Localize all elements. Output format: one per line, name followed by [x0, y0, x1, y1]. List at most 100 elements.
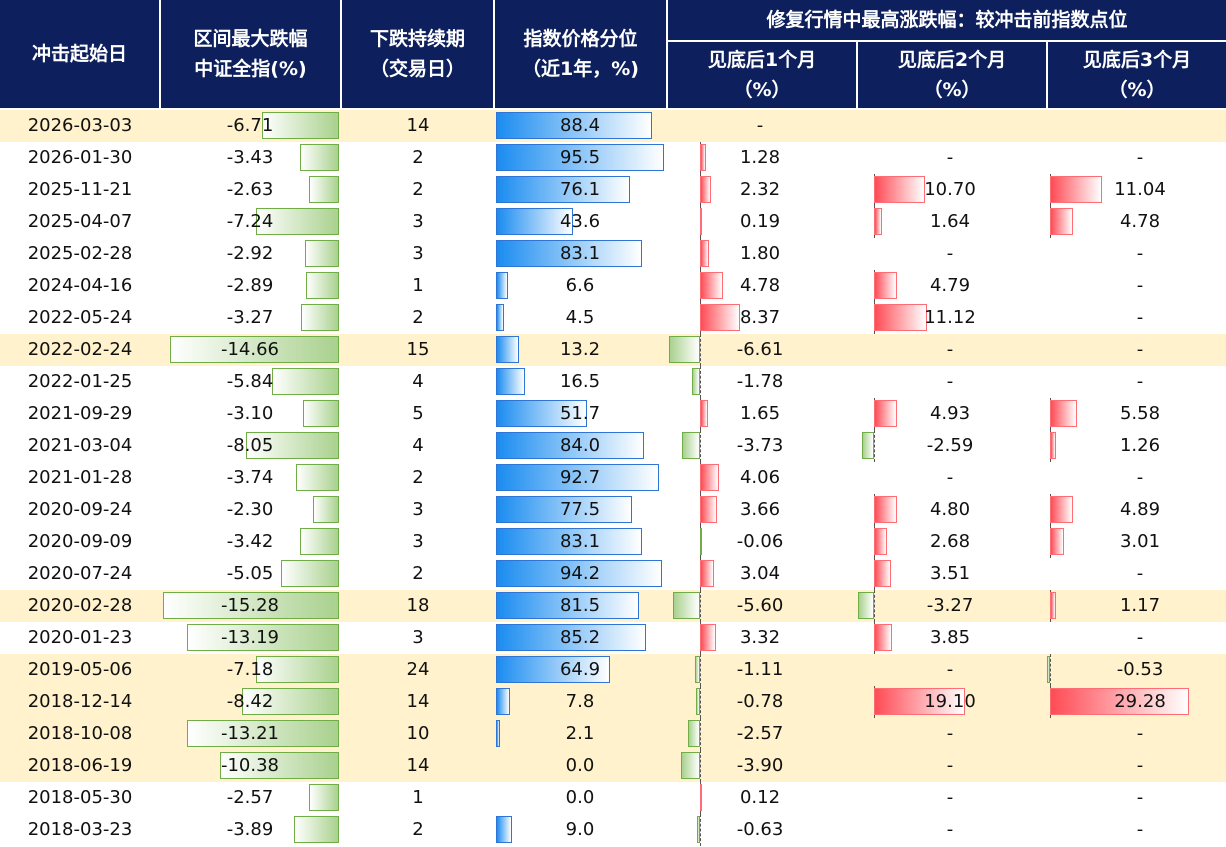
m3-value: -	[1136, 147, 1144, 168]
m1-bar	[700, 176, 712, 203]
table-row: 2024-04-16 -2.89 1 6.6 4.78 4.79 -	[0, 270, 1226, 302]
percentile-bar	[496, 592, 640, 619]
drawdown-value: -13.21	[220, 723, 280, 744]
percentile-bar	[496, 816, 512, 843]
date-value: 2025-02-28	[27, 243, 133, 264]
duration-cell: 3	[341, 238, 494, 270]
table-row: 2018-03-23 -3.89 2 9.0 -0.63 - -	[0, 814, 1226, 846]
date-cell: 2025-04-07	[0, 206, 160, 238]
table-row: 2025-11-21 -2.63 2 76.1 2.32 10.70 11.04	[0, 174, 1226, 206]
pct-value: 81.5	[559, 595, 601, 616]
percentile-bar	[496, 528, 643, 555]
m3-cell: -	[1047, 814, 1226, 846]
m3-cell	[1047, 110, 1226, 142]
header-m1: 见底后1个月 （%）	[668, 42, 856, 108]
m1-cell: 3.66	[667, 494, 857, 526]
m3-cell: -	[1047, 718, 1226, 750]
drawdown-cell: -10.38	[160, 750, 341, 782]
drawdown-cell: -3.42	[160, 526, 341, 558]
percentile-cell: 83.1	[494, 238, 667, 270]
m1-value: -5.60	[736, 595, 784, 616]
percentile-bar	[496, 400, 587, 427]
date-cell: 2025-11-21	[0, 174, 160, 206]
m3-value: 5.58	[1119, 403, 1161, 424]
m1-bar	[694, 656, 700, 683]
percentile-cell: 4.5	[494, 302, 667, 334]
drawdown-cell: -13.19	[160, 622, 341, 654]
m1-cell: -5.60	[667, 590, 857, 622]
m3-bar	[1050, 688, 1190, 715]
m1-cell: -0.63	[667, 814, 857, 846]
drawdown-bar	[308, 176, 339, 203]
date-cell: 2020-09-09	[0, 526, 160, 558]
date-value: 2026-03-03	[27, 115, 133, 136]
percentile-bar	[496, 432, 644, 459]
m1-value: -1.11	[736, 659, 784, 680]
drawdown-value: -6.71	[226, 115, 274, 136]
header-drawdown-line2: 中证全指(%)	[194, 58, 307, 80]
m2-cell: -	[857, 654, 1047, 686]
duration-cell: 15	[341, 334, 494, 366]
date-value: 2018-10-08	[27, 723, 133, 744]
pct-value: 95.5	[559, 147, 601, 168]
m2-cell: 4.80	[857, 494, 1047, 526]
m2-cell: -	[857, 142, 1047, 174]
drawdown-value: -3.74	[226, 467, 274, 488]
days-value: 1	[412, 275, 424, 296]
m1-value: -0.63	[736, 819, 784, 840]
header-duration-line1: 下跌持续期	[369, 28, 465, 50]
m3-cell: 1.26	[1047, 430, 1226, 462]
date-cell: 2020-07-24	[0, 558, 160, 590]
m2-value: 4.80	[929, 499, 971, 520]
m1-cell: -0.06	[667, 526, 857, 558]
drawdown-value: -2.57	[226, 787, 274, 808]
date-value: 2021-01-28	[27, 467, 133, 488]
m1-cell: 1.28	[667, 142, 857, 174]
m1-bar	[682, 432, 700, 459]
date-value: 2018-05-30	[27, 787, 133, 808]
m1-value: 0.19	[739, 211, 781, 232]
drawdown-value: -2.92	[226, 243, 274, 264]
table-header: 冲击起始日 区间最大跌幅 中证全指(%) 下跌持续期 （交易日） 指数价格分位 （近1…	[0, 0, 1226, 108]
date-cell: 2025-02-28	[0, 238, 160, 270]
m1-axis-line	[700, 750, 701, 782]
m1-cell: -	[667, 110, 857, 142]
m3-value: 3.01	[1119, 531, 1161, 552]
percentile-cell: 83.1	[494, 526, 667, 558]
m1-bar	[687, 720, 700, 747]
drawdown-value: -10.38	[220, 755, 280, 776]
m1-value: 1.80	[739, 243, 781, 264]
m1-value: 4.06	[739, 467, 781, 488]
date-value: 2018-03-23	[27, 819, 133, 840]
table-row: 2025-02-28 -2.92 3 83.1 1.80 - -	[0, 238, 1226, 270]
pct-value: 7.8	[565, 691, 595, 712]
drawdown-cell: -3.27	[160, 302, 341, 334]
m2-bar	[874, 560, 891, 587]
days-value: 14	[406, 691, 430, 712]
m3-value: -	[1136, 275, 1144, 296]
drawdown-cell: -3.43	[160, 142, 341, 174]
percentile-cell: 77.5	[494, 494, 667, 526]
percentile-bar	[496, 176, 630, 203]
drawdown-bar	[295, 464, 339, 491]
m2-cell: 3.85	[857, 622, 1047, 654]
m2-value: -2.59	[926, 435, 974, 456]
date-value: 2020-09-24	[27, 499, 133, 520]
m3-cell: -	[1047, 270, 1226, 302]
drawdown-value: -8.42	[226, 691, 274, 712]
table-row: 2025-04-07 -7.24 3 43.6 0.19 1.64 4.78	[0, 206, 1226, 238]
m3-cell: -	[1047, 142, 1226, 174]
m2-value: 4.79	[929, 275, 971, 296]
pct-value: 88.4	[559, 115, 601, 136]
m1-bar	[700, 784, 702, 811]
drawdown-bar	[261, 112, 339, 139]
m3-value: 4.89	[1119, 499, 1161, 520]
drawdown-bar	[305, 272, 339, 299]
m3-bar	[1050, 176, 1103, 203]
m2-cell: -2.59	[857, 430, 1047, 462]
days-value: 1	[412, 787, 424, 808]
m2-value: -	[946, 243, 954, 264]
drawdown-bar	[170, 336, 339, 363]
drawdown-cell: -3.74	[160, 462, 341, 494]
date-cell: 2021-09-29	[0, 398, 160, 430]
